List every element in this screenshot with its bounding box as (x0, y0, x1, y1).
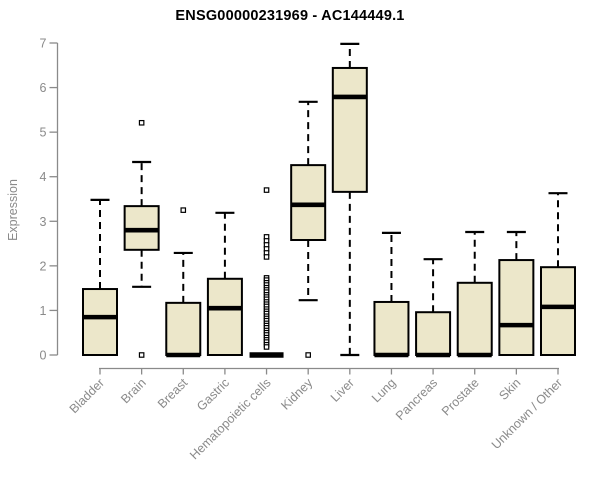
iqr-box (165, 301, 202, 357)
x-tick-label: Skin (496, 376, 523, 403)
chart-title: ENSG00000231969 - AC144449.1 (175, 8, 405, 24)
iqr-box (498, 259, 535, 357)
boxplot-liver (331, 42, 368, 357)
iqr-box (415, 311, 452, 356)
x-tick-label: Unknown / Other (489, 376, 565, 452)
boxplot-kidney (290, 100, 327, 358)
boxplot-unknown-other (539, 192, 576, 356)
y-tick-label: 3 (40, 215, 47, 229)
outlier-point (138, 119, 145, 126)
boxplot-gastric (206, 211, 243, 357)
x-tick-label: Pancreas (393, 376, 440, 423)
y-axis: 0 1 2 3 4 5 6 7 (40, 37, 59, 363)
outlier-point (180, 207, 187, 213)
y-tick-label: 4 (40, 170, 47, 184)
outlier-point (263, 254, 270, 260)
boxplot-prostate (456, 230, 493, 358)
x-tick-label: Gastric (194, 376, 232, 414)
y-tick-label: 0 (40, 349, 47, 363)
x-tick-label: Prostate (439, 376, 482, 419)
outlier-point (263, 187, 270, 193)
boxplot-bladder (82, 198, 118, 356)
boxplot-hematopoietic-cells (249, 187, 284, 358)
y-tick-label: 6 (40, 81, 47, 95)
x-tick-label: Bladder (67, 376, 107, 416)
x-tick-label: Hematopoietic cells (187, 376, 274, 463)
boxplot-lung (373, 231, 410, 358)
y-tick-label: 7 (40, 37, 47, 51)
outlier-point (263, 344, 270, 350)
boxplot-pancreas (415, 258, 452, 358)
x-tick-label: Brain (118, 376, 149, 407)
iqr-box (331, 66, 368, 193)
iqr-box (206, 277, 243, 357)
y-tick-label: 1 (40, 304, 47, 318)
outlier-point (305, 352, 311, 358)
x-tick-label: Liver (328, 376, 357, 405)
y-tick-label: 5 (40, 126, 47, 140)
y-tick-label: 2 (40, 259, 47, 273)
iqr-box (539, 266, 576, 356)
boxplot-brain (123, 119, 160, 358)
boxplot-skin (498, 230, 535, 357)
x-tick-label: Lung (369, 376, 399, 406)
iqr-box (82, 288, 118, 356)
x-tick-label: Kidney (278, 375, 315, 412)
iqr-box (373, 300, 410, 356)
boxplot-breast (165, 207, 202, 358)
x-tick-label: Breast (155, 375, 191, 411)
iqr-box (456, 281, 493, 356)
outlier-point (138, 352, 145, 358)
